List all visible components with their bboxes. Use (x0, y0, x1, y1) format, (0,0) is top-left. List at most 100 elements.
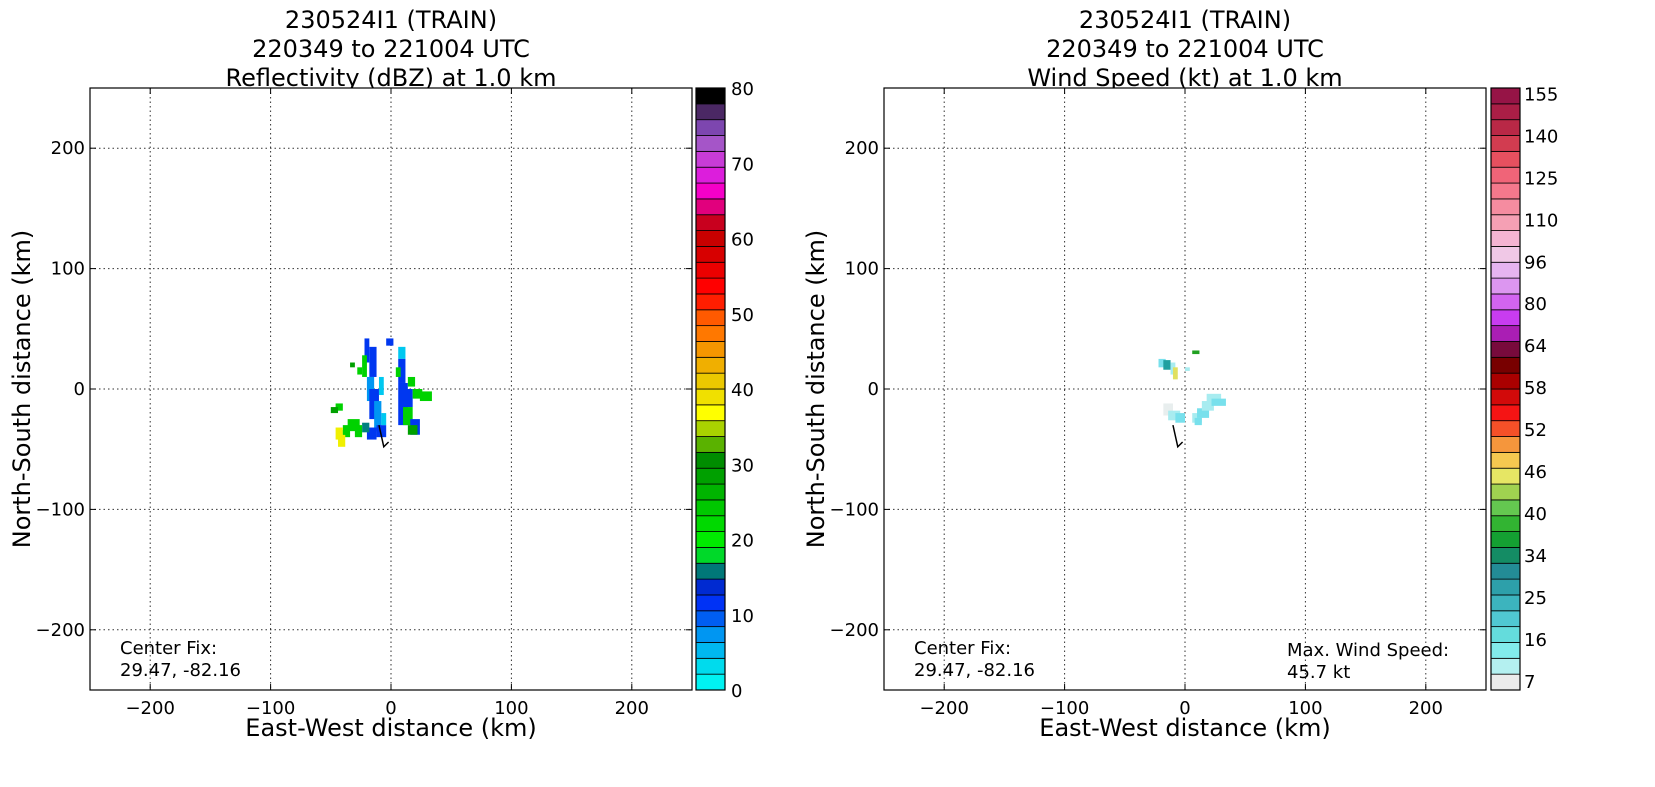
right-colorbar-swatch (1490, 451, 1521, 469)
left-echo-cell (398, 346, 406, 359)
right-chart: −200 −100 0 100 200 200 100 0 −100 −200 East-West … (802, 84, 1558, 742)
left-colorbar-swatch (695, 404, 726, 422)
right-echo-cell (1192, 350, 1200, 355)
left-title-line-1: 230524I1 (TRAIN) (284, 6, 498, 34)
left-echo-cell (338, 434, 346, 447)
right-y-tick-label: −100 (830, 499, 879, 520)
right-x-tick-label: 0 (1179, 698, 1190, 719)
right-colorbar-swatch (1490, 87, 1521, 105)
left-center-fix-value: 29.47, -82.16 (120, 660, 241, 681)
right-chart-title: 230524I1 (TRAIN) 220349 to 221004 UTC Wi… (884, 6, 1486, 93)
left-colorbar-swatch (695, 103, 726, 121)
left-echo-cell (369, 346, 377, 377)
left-echo-cell (369, 389, 379, 420)
right-colorbar-tick-label: 110 (1524, 210, 1558, 231)
right-center-fix-label: Center Fix: (914, 638, 1011, 659)
right-colorbar-swatch (1490, 277, 1521, 295)
left-echo-cell (342, 429, 348, 435)
left-colorbar-swatch (695, 166, 726, 184)
left-colorbar-swatch (695, 562, 726, 580)
right-echo-cell (1197, 408, 1210, 418)
right-max-wind-label: Max. Wind Speed: (1287, 640, 1449, 661)
right-colorbar-tick-label: 64 (1524, 336, 1547, 357)
left-colorbar-swatch (695, 341, 726, 358)
left-colorbar-swatch (695, 531, 726, 548)
left-colorbar-swatch (695, 467, 726, 485)
right-colorbar-swatch (1490, 467, 1521, 485)
left-colorbar-frame (695, 87, 726, 691)
left-colorbar-swatch (695, 246, 726, 263)
right-colorbar-swatch (1490, 515, 1521, 532)
left-y-tick-label: 200 (51, 138, 85, 159)
left-track-line (378, 424, 390, 449)
left-colorbar-swatch (695, 261, 726, 279)
left-colorbar-tick-label: 10 (731, 606, 754, 627)
right-echo-cell (1163, 403, 1173, 416)
right-colorbar-swatch (1490, 166, 1521, 184)
left-x-tick-label: −100 (246, 698, 295, 719)
left-title-line-2: 220349 to 221004 UTC (252, 35, 530, 63)
left-echo-cell (403, 407, 413, 426)
left-x-axis-label: East-West distance (km) (245, 714, 536, 742)
right-colorbar-swatch (1490, 594, 1521, 612)
left-echo-cell (330, 407, 339, 414)
right-colorbar-swatch (1490, 261, 1521, 279)
left-colorbar-swatch (695, 356, 726, 374)
left-colorbar-tick-label: 50 (731, 305, 754, 326)
right-y-axis-label: North-South distance (km) (802, 230, 830, 549)
right-y-tick-label: 100 (845, 259, 879, 280)
right-echo-cell (1172, 367, 1178, 380)
left-colorbar-swatch (695, 388, 726, 406)
left-echo-cell (362, 355, 367, 377)
left-echo-cell (335, 403, 343, 411)
right-colorbar-swatch (1490, 309, 1521, 327)
right-track-line (1172, 424, 1184, 449)
left-colorbar-tick-label: 40 (731, 380, 754, 401)
left-colorbar-tick-label: 70 (731, 154, 754, 175)
right-colorbar-tick-label: 7 (1524, 672, 1535, 693)
right-colorbar-swatch (1490, 198, 1521, 216)
left-colorbar-swatch (695, 673, 726, 691)
left-echo-cell (335, 427, 343, 440)
right-colorbar-frame (1490, 87, 1521, 691)
right-echo-cell (1194, 417, 1202, 426)
right-echo-cell (1168, 410, 1181, 421)
right-colorbar-tick-label: 34 (1524, 546, 1547, 567)
right-colorbar-swatch (1490, 103, 1521, 121)
left-x-tick-label: 200 (615, 698, 649, 719)
left-y-tick-label: 100 (51, 259, 85, 280)
left-echo-cell (398, 382, 408, 426)
right-y-tick-label: −200 (830, 620, 879, 641)
right-colorbar-tick-label: 125 (1524, 168, 1558, 189)
right-colorbar: 7 16 25 34 40 46 52 58 64 80 96 110 125 140 155 (1490, 84, 1558, 693)
right-colorbar-swatch (1490, 230, 1521, 247)
left-echo-cell (366, 427, 377, 440)
left-colorbar-swatch (695, 483, 726, 501)
left-echo-cell (398, 358, 406, 383)
left-chart: −200 −100 0 100 2002001000−100−200East-West … (8, 79, 754, 742)
left-y-tick-label: −100 (36, 499, 85, 520)
left-echo-cell (374, 401, 382, 432)
right-colorbar-swatch (1490, 356, 1521, 374)
left-echo-cell (412, 389, 423, 399)
left-colorbar-swatch (695, 420, 726, 437)
left-colorbar-swatch (695, 135, 726, 152)
left-colorbar-swatch (695, 578, 726, 596)
right-x-tick-label: 100 (1288, 698, 1322, 719)
right-echo-cell (1163, 360, 1171, 370)
right-colorbar-swatch (1490, 578, 1521, 596)
right-colorbar-tick-label: 155 (1524, 84, 1558, 105)
left-echo-cell (364, 338, 370, 363)
left-colorbar-swatch (695, 451, 726, 469)
left-echo-cell (350, 362, 355, 368)
left-colorbar-swatch (695, 198, 726, 216)
right-y-tick-label: 0 (868, 379, 879, 400)
right-colorbar-swatch (1490, 214, 1521, 231)
right-colorbar-tick-label: 25 (1524, 588, 1547, 609)
right-colorbar-swatch (1490, 610, 1521, 628)
right-colorbar-tick-label: 40 (1524, 504, 1547, 525)
right-colorbar-swatch (1490, 150, 1521, 168)
right-colorbar-swatch (1490, 182, 1521, 200)
left-colorbar-swatch (695, 547, 726, 564)
